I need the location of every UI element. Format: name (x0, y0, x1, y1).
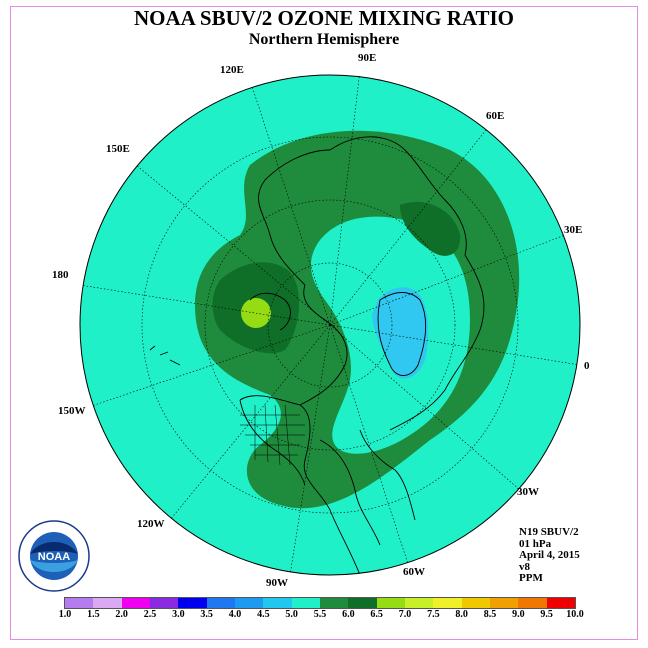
colorbar-tick-label: 9.0 (512, 609, 525, 620)
label-90e: 90E (358, 52, 376, 64)
colorbar-swatch (433, 598, 461, 608)
label-150w: 150W (58, 405, 86, 417)
colorbar-swatch (178, 598, 206, 608)
colorbar-swatch (547, 598, 575, 608)
colorbar (64, 597, 576, 609)
colorbar-tick-label: 5.5 (314, 609, 327, 620)
colorbar-tick-label: 6.5 (370, 609, 383, 620)
colorbar-swatch (93, 598, 121, 608)
colorbar-swatch (292, 598, 320, 608)
colorbar-swatch (405, 598, 433, 608)
colorbar-tick-label: 6.0 (342, 609, 355, 620)
colorbar-tick-label: 4.0 (229, 609, 242, 620)
colorbar-tick-label: 5.0 (285, 609, 298, 620)
colorbar-swatch (518, 598, 546, 608)
colorbar-tick-label: 3.0 (172, 609, 185, 620)
ozone-field (80, 70, 580, 575)
instrument-label: N19 SBUV/2 (519, 527, 580, 539)
date-label: April 4, 2015 (519, 550, 580, 562)
colorbar-swatch (490, 598, 518, 608)
colorbar-tick-label: 8.5 (484, 609, 497, 620)
colorbar-swatch (65, 598, 93, 608)
colorbar-tick-label: 7.0 (399, 609, 412, 620)
colorbar-tick-label: 3.5 (200, 609, 213, 620)
colorbar-tick-label: 8.0 (455, 609, 468, 620)
logo-text: NOAA (38, 551, 70, 563)
colorbar-tick-label: 2.5 (144, 609, 157, 620)
colorbar-swatch (207, 598, 235, 608)
colorbar-swatch (150, 598, 178, 608)
label-180: 180 (52, 269, 69, 281)
label-120w: 120W (137, 518, 165, 530)
colorbar-tick-label: 9.5 (540, 609, 553, 620)
label-60e: 60E (486, 110, 504, 122)
colorbar-swatch (122, 598, 150, 608)
colorbar-swatch (320, 598, 348, 608)
colorbar-swatch (263, 598, 291, 608)
label-90w: 90W (266, 577, 288, 589)
label-30e: 30E (564, 224, 582, 236)
colorbar-swatch (235, 598, 263, 608)
label-120e: 120E (220, 64, 244, 76)
colorbar-tick-label: 1.0 (59, 609, 72, 620)
label-30w: 30W (517, 486, 539, 498)
colorbar-tick-label: 2.0 (115, 609, 128, 620)
colorbar-tick-label: 10.0 (566, 609, 584, 620)
colorbar-tick-label: 7.5 (427, 609, 440, 620)
product-info: N19 SBUV/2 01 hPa April 4, 2015 v8 PPM (519, 527, 580, 585)
colorbar-swatch (377, 598, 405, 608)
colorbar-swatch (348, 598, 376, 608)
noaa-logo: NOAA (18, 520, 90, 592)
colorbar-tick-label: 4.5 (257, 609, 270, 620)
colorbar-swatch (462, 598, 490, 608)
label-60w: 60W (403, 566, 425, 578)
label-0: 0 (584, 360, 590, 372)
label-150e: 150E (106, 143, 130, 155)
colorbar-tick-label: 1.5 (87, 609, 100, 620)
units-label: PPM (519, 573, 580, 585)
